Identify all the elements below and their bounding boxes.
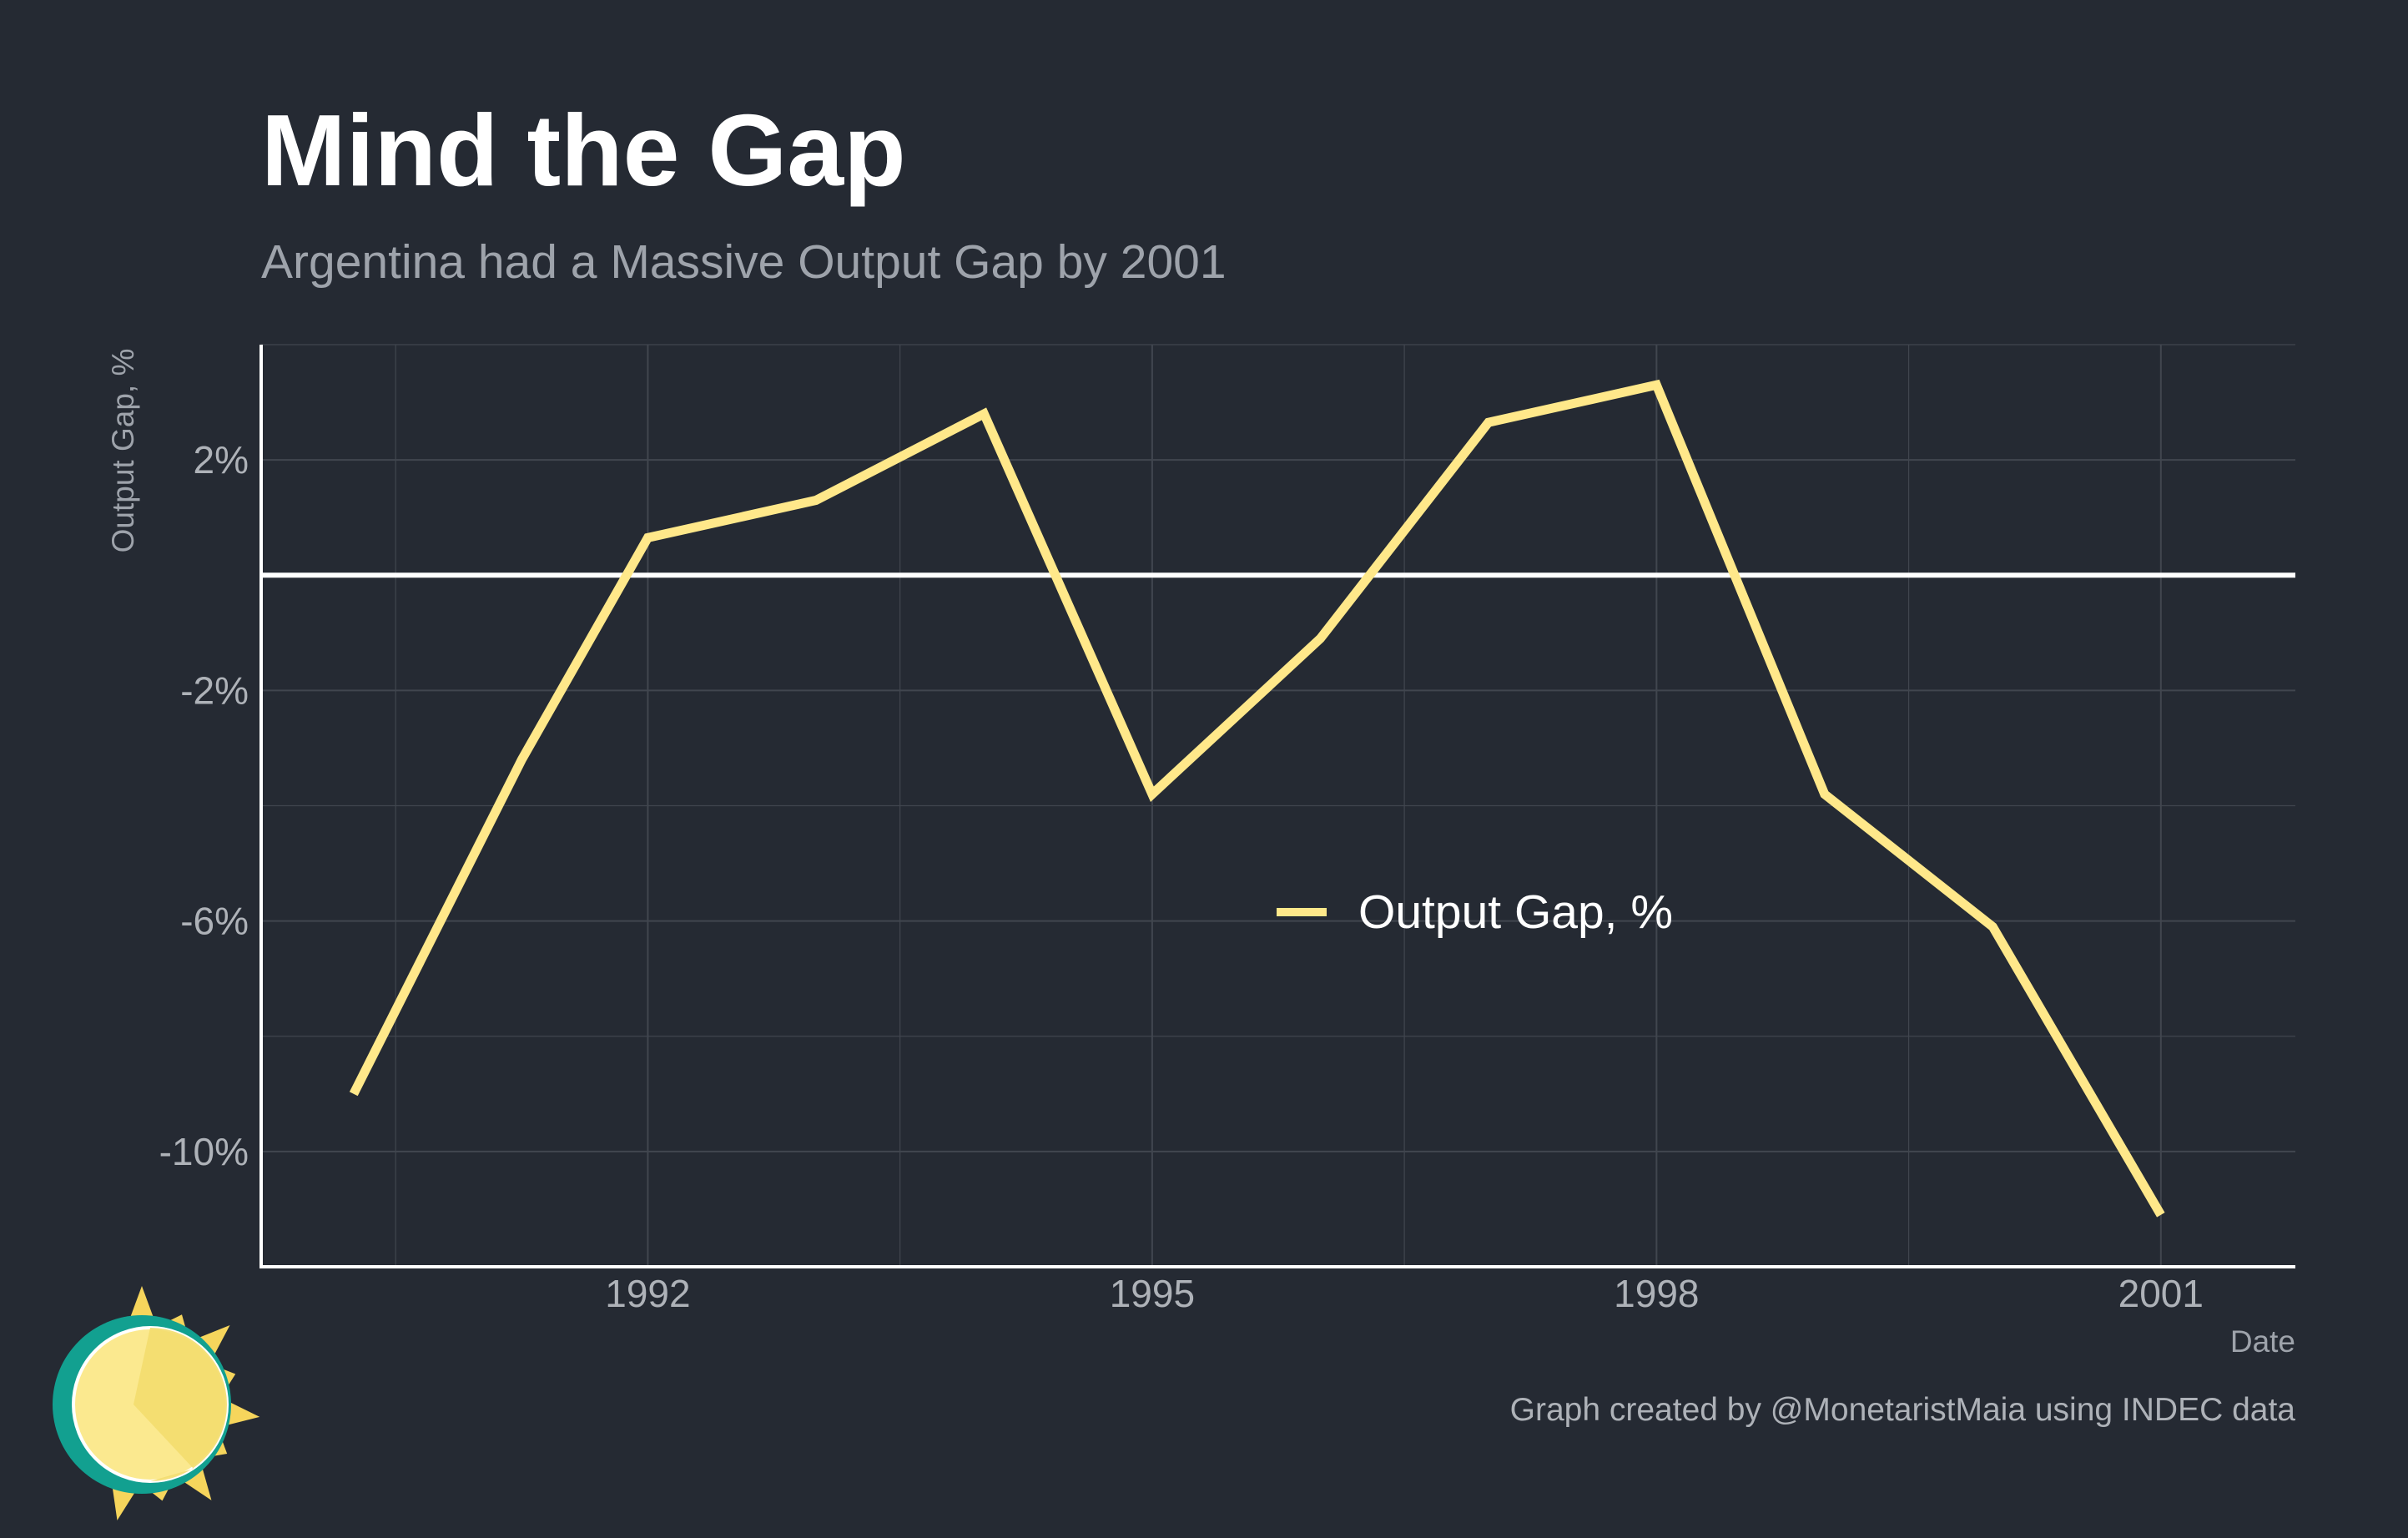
x-axis-title: Date (2230, 1324, 2295, 1359)
x-tick-label: 1992 (605, 1272, 690, 1315)
y-tick-label: 2% (194, 438, 249, 482)
y-axis-title: Output Gap, % (106, 349, 140, 553)
series (349, 379, 2165, 1218)
grid (261, 344, 2295, 1267)
y-tick-label: -2% (180, 668, 249, 712)
sun-ray (128, 1286, 155, 1323)
sun-logo-icon (53, 1286, 260, 1520)
legend: Output Gap, % (1277, 885, 1673, 939)
axes (259, 345, 2295, 1268)
y-axis-ticks: 2% -2% -6% -10% (159, 438, 249, 1173)
sun-ray (222, 1399, 260, 1427)
x-tick-label: 2001 (2118, 1272, 2204, 1315)
x-axis-ticks: 1992 1995 1998 2001 (605, 1272, 2204, 1315)
y-tick-label: -10% (159, 1130, 249, 1173)
x-tick-label: 1998 (1614, 1272, 1699, 1315)
legend-label: Output Gap, % (1358, 885, 1673, 939)
chart-caption: Graph created by @MonetaristMaia using I… (1510, 1392, 2296, 1428)
x-tick-label: 1995 (1110, 1272, 1195, 1315)
sun-ray (179, 1463, 212, 1500)
y-tick-label: -6% (180, 900, 249, 943)
series-line (349, 379, 2165, 1218)
chart-subtitle: Argentina had a Massive Output Gap by 20… (261, 235, 1227, 289)
chart-title: Mind the Gap (261, 93, 906, 207)
sun-ray (194, 1324, 230, 1359)
